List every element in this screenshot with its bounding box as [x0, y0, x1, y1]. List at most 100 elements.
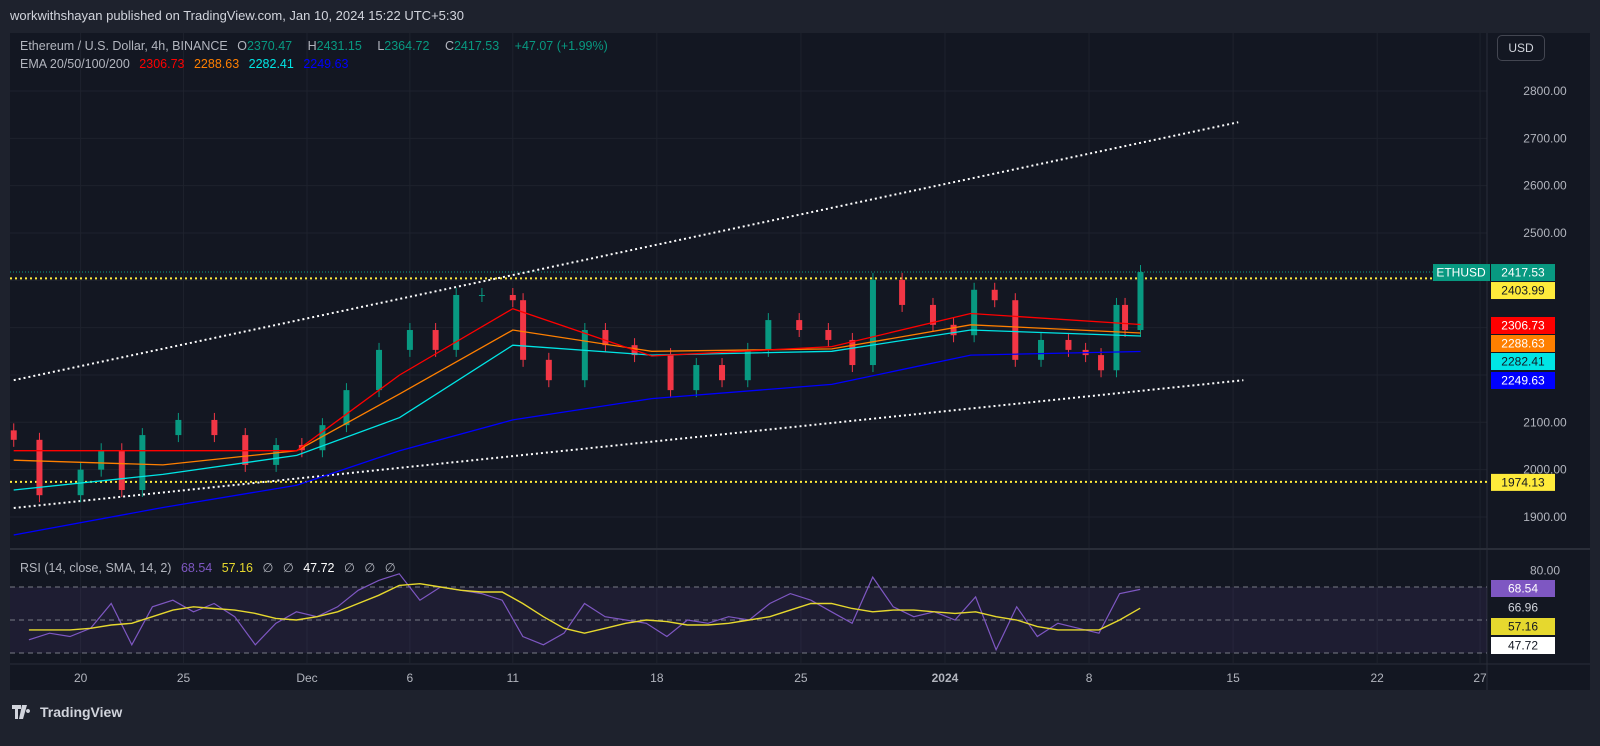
level-label-bg	[1491, 282, 1555, 300]
candle-body	[667, 355, 674, 391]
y-tick-label: 2000.00	[1523, 463, 1567, 477]
currency-button[interactable]: USD	[1497, 35, 1545, 61]
candle-body	[319, 425, 326, 451]
ema50-line	[13, 324, 1141, 466]
candle-body	[520, 300, 527, 360]
candle-body	[825, 330, 832, 340]
candle-body	[273, 445, 280, 465]
change-value: +47.07 (+1.99%)	[514, 39, 608, 53]
low-label: L	[377, 39, 385, 53]
ema20-line	[13, 307, 1141, 452]
ema100-line	[13, 329, 1141, 491]
footer-brand: TradingView	[40, 704, 123, 720]
candle-body	[765, 320, 772, 350]
symbol-name: Ethereum / U.S. Dollar, 4h, BINANCE	[20, 39, 228, 53]
candle-body	[899, 279, 906, 305]
ema20-value: 2306.73	[139, 57, 185, 71]
high-value: 2431.15	[316, 39, 362, 53]
ema200-label-bg	[1491, 372, 1555, 389]
candle-body	[509, 294, 516, 301]
y-tick-label: 2100.00	[1523, 415, 1567, 429]
high-label: H	[307, 39, 317, 53]
candle-body	[744, 349, 751, 381]
rsi-sma-value: 57.16	[221, 561, 253, 575]
rsi-null: ∅	[384, 561, 396, 575]
ema50-label: 2288.63	[1501, 337, 1545, 351]
candle-body	[545, 359, 552, 381]
y-tick-label: 2800.00	[1523, 84, 1567, 98]
rsi-lines	[28, 573, 1141, 652]
x-tick-label: Dec	[296, 671, 317, 685]
ema200-line	[13, 350, 1141, 536]
candle-body	[693, 365, 700, 391]
last-price-label: 2417.53	[1501, 266, 1545, 280]
candle-body	[929, 304, 936, 325]
footer: TradingView	[12, 704, 122, 720]
rsi-label: RSI (14, close, SMA, 14, 2)	[20, 561, 172, 575]
x-tick-label: 2024	[932, 671, 959, 685]
candle-body	[602, 330, 609, 346]
candle-body	[1098, 355, 1105, 371]
ema100-label-bg	[1491, 353, 1555, 370]
open-label: O	[237, 39, 247, 53]
ema20-label: 2306.73	[1501, 319, 1545, 333]
candle-body	[991, 289, 998, 301]
x-tick-label: 6	[407, 671, 414, 685]
ema-lines	[13, 307, 1141, 536]
y-tick-label: 2500.00	[1523, 226, 1567, 240]
chart-frame[interactable]	[10, 33, 1590, 690]
rsi-sma-line	[28, 582, 1141, 634]
candle-body	[478, 294, 485, 296]
x-tick-label: 20	[74, 671, 88, 685]
close-value: 2417.53	[453, 39, 500, 53]
symbol-tag: ETHUSD	[1436, 266, 1486, 280]
last-price-label-bg	[1491, 264, 1555, 282]
level-label: 2403.99	[1501, 284, 1545, 298]
candle-body	[796, 320, 803, 331]
y-tick-label: 2700.00	[1523, 131, 1567, 145]
candle-body	[1122, 304, 1129, 331]
ema100-value: 2282.41	[248, 57, 294, 71]
rsi-value: 68.54	[180, 561, 213, 575]
candle-body	[175, 419, 182, 436]
ema50-label-bg	[1491, 335, 1555, 352]
symbol-legend: Ethereum / U.S. Dollar, 4h, BINANCE O237…	[20, 39, 614, 53]
rsi-label-bg	[1491, 580, 1555, 597]
x-tick-label: 25	[794, 671, 808, 685]
candle-body	[950, 324, 957, 336]
x-tick-label: 11	[507, 671, 520, 685]
ema20-label-bg	[1491, 317, 1555, 334]
low-value: 2364.72	[384, 39, 430, 53]
candle-body	[118, 450, 125, 490]
x-tick-label: 15	[1226, 671, 1240, 685]
ema-label: EMA 20/50/100/200	[20, 57, 130, 71]
x-tick-label: 18	[650, 671, 664, 685]
open-value: 2370.47	[246, 39, 293, 53]
rsi-third-label-bg	[1491, 637, 1555, 654]
ema-legend: EMA 20/50/100/200 2306.73 2288.63 2282.4…	[20, 57, 355, 71]
rsi-third-label: 47.72	[1508, 639, 1538, 653]
candle-body	[376, 349, 383, 391]
close-label: C	[444, 39, 454, 53]
rsi-band-label: 66.96	[1508, 601, 1538, 615]
candle-body	[1038, 339, 1045, 360]
level-label-bg	[1491, 473, 1555, 491]
ema100-label: 2282.41	[1501, 355, 1545, 369]
level-label: 1974.13	[1501, 475, 1545, 489]
candle-body	[432, 330, 439, 350]
candle-body	[343, 390, 350, 426]
x-tick-label: 25	[177, 671, 191, 685]
rsi-line	[28, 573, 1141, 652]
candle-body	[1065, 339, 1072, 350]
candle-body	[849, 339, 856, 366]
y-tick-label: 2600.00	[1523, 179, 1567, 193]
ema200-label: 2249.63	[1501, 374, 1545, 388]
trendline	[13, 379, 1244, 509]
candle-body	[1113, 304, 1120, 371]
rsi-null: ∅	[343, 561, 355, 575]
rsi-null: ∅	[262, 561, 274, 575]
candle-body	[139, 435, 146, 490]
x-tick-label: 8	[1086, 671, 1093, 685]
candle-body	[581, 330, 588, 381]
